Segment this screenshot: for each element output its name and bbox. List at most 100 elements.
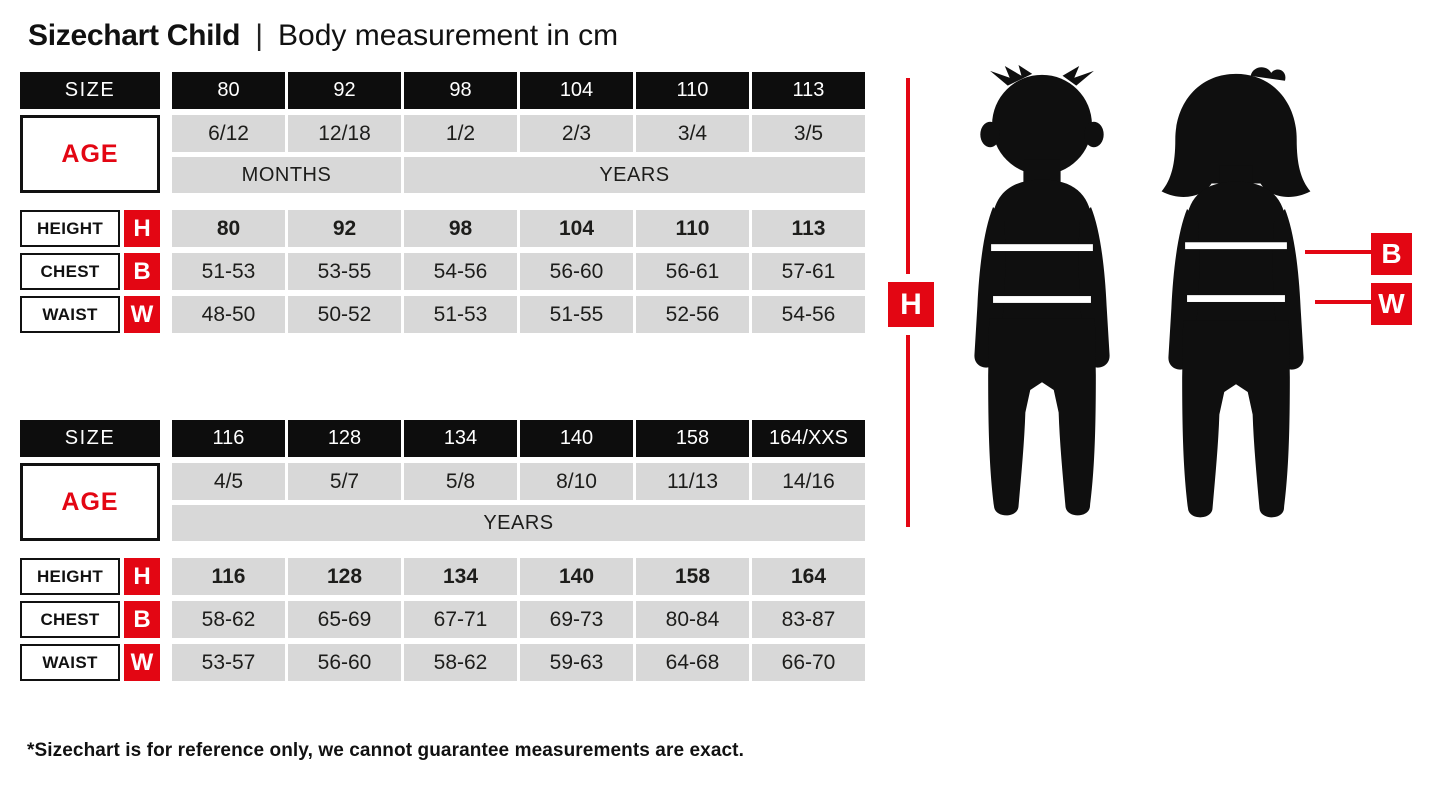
page-title-subtitle: Body measurement in cm (278, 19, 619, 52)
age-unit-months: MONTHS (172, 157, 401, 193)
waist-cell: 59-63 (520, 644, 633, 681)
waist-cell: 51-55 (520, 296, 633, 333)
chest-cell: 65-69 (288, 601, 401, 638)
size-cell: 113 (752, 72, 865, 109)
waist-cell: 56-60 (288, 644, 401, 681)
title-separator: | (255, 19, 264, 52)
waist-cell: 48-50 (172, 296, 285, 333)
waist-cell: 66-70 (752, 644, 865, 681)
waist-letter-badge: W (124, 296, 160, 333)
chest-cell: 69-73 (520, 601, 633, 638)
height-label: HEIGHT (20, 210, 120, 247)
height-cell: 140 (520, 558, 633, 595)
age-cell: 3/4 (636, 115, 749, 152)
waist-cell: 52-56 (636, 296, 749, 333)
chest-row: CHEST B 51-53 53-55 54-56 56-60 56-61 57… (20, 253, 868, 290)
waist-cell: 53-57 (172, 644, 285, 681)
height-cell: 98 (404, 210, 517, 247)
size-cell: 140 (520, 420, 633, 457)
chest-label: CHEST (20, 253, 120, 290)
chest-measure-line (1305, 250, 1373, 254)
waist-cell: 50-52 (288, 296, 401, 333)
chest-cell: 83-87 (752, 601, 865, 638)
age-cell: 6/12 (172, 115, 285, 152)
height-row: HEIGHT H 116 128 134 140 158 164 (20, 558, 868, 595)
waist-label: WAIST (20, 644, 120, 681)
chest-cell: 54-56 (404, 253, 517, 290)
size-table-large: SIZE 116 128 134 140 158 164/XXS AGE 4/5… (20, 420, 868, 681)
height-cell: 116 (172, 558, 285, 595)
age-cell: 4/5 (172, 463, 285, 500)
chest-label: CHEST (20, 601, 120, 638)
age-units-row: YEARS (172, 505, 868, 541)
size-table-small: SIZE 80 92 98 104 110 113 AGE 6/12 12/18… (20, 72, 868, 333)
size-cell: 158 (636, 420, 749, 457)
size-cell: 128 (288, 420, 401, 457)
chest-badge-letter: B (1381, 238, 1402, 269)
height-cell: 134 (404, 558, 517, 595)
waist-cell: 58-62 (404, 644, 517, 681)
waist-cell: 51-53 (404, 296, 517, 333)
age-label: AGE (61, 139, 119, 168)
waist-measure-line (1315, 300, 1373, 304)
chest-row: CHEST B 58-62 65-69 67-71 69-73 80-84 83… (20, 601, 868, 638)
chest-letter-badge: B (124, 601, 160, 638)
age-label: AGE (61, 487, 119, 516)
age-cell: 8/10 (520, 463, 633, 500)
size-cell: 80 (172, 72, 285, 109)
age-values-row: 6/12 12/18 1/2 2/3 3/4 3/5 (172, 115, 868, 152)
size-cell: 104 (520, 72, 633, 109)
size-cell: 98 (404, 72, 517, 109)
age-cell: 12/18 (288, 115, 401, 152)
age-label-box: AGE (20, 115, 160, 193)
chest-cell: 53-55 (288, 253, 401, 290)
age-cell: 3/5 (752, 115, 865, 152)
height-cell: 164 (752, 558, 865, 595)
age-cell: 5/7 (288, 463, 401, 500)
chest-badge: B (1371, 233, 1412, 275)
age-cell: 14/16 (752, 463, 865, 500)
height-cell: 110 (636, 210, 749, 247)
height-letter-badge: H (124, 210, 160, 247)
size-header-row: SIZE 80 92 98 104 110 113 (20, 72, 868, 109)
waist-row: WAIST W 48-50 50-52 51-53 51-55 52-56 54… (20, 296, 868, 333)
height-cell: 158 (636, 558, 749, 595)
size-cell: 116 (172, 420, 285, 457)
chest-cell: 80-84 (636, 601, 749, 638)
age-unit-years: YEARS (404, 157, 865, 193)
size-header-row: SIZE 116 128 134 140 158 164/XXS (20, 420, 868, 457)
waist-cell: 64-68 (636, 644, 749, 681)
height-cell: 128 (288, 558, 401, 595)
height-label: HEIGHT (20, 558, 120, 595)
chest-cell: 51-53 (172, 253, 285, 290)
age-values-row: 4/5 5/7 5/8 8/10 11/13 14/16 (172, 463, 868, 500)
height-row: HEIGHT H 80 92 98 104 110 113 (20, 210, 868, 247)
age-cell: 5/8 (404, 463, 517, 500)
chest-cell: 58-62 (172, 601, 285, 638)
chest-cell: 57-61 (752, 253, 865, 290)
height-measure-line-top (906, 78, 910, 274)
age-cell: 11/13 (636, 463, 749, 500)
height-badge: H (888, 282, 934, 327)
boy-silhouette (974, 65, 1110, 516)
height-cell: 92 (288, 210, 401, 247)
waist-cell: 54-56 (752, 296, 865, 333)
waist-label: WAIST (20, 296, 120, 333)
page-title-main: Sizechart Child (28, 19, 241, 52)
age-cell: 2/3 (520, 115, 633, 152)
footnote: *Sizechart is for reference only, we can… (27, 740, 744, 761)
waist-letter-badge: W (124, 644, 160, 681)
height-measure-line-bottom (906, 335, 910, 527)
size-cell: 92 (288, 72, 401, 109)
height-cell: 113 (752, 210, 865, 247)
size-cell: 110 (636, 72, 749, 109)
age-label-box: AGE (20, 463, 160, 541)
age-unit-years: YEARS (172, 505, 865, 541)
girl-silhouette (1161, 67, 1311, 518)
height-cell: 80 (172, 210, 285, 247)
height-cell: 104 (520, 210, 633, 247)
page-title: Sizechart Child | Body measurement in cm (28, 19, 618, 53)
size-header-label: SIZE (20, 72, 160, 109)
waist-badge-letter: W (1378, 288, 1405, 319)
